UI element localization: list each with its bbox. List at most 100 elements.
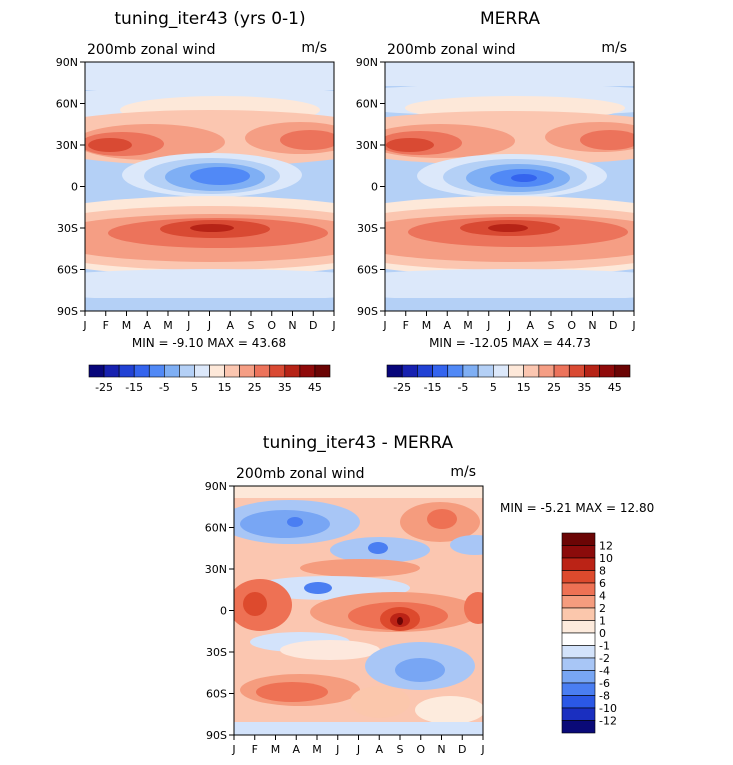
colorbar-swatch: [584, 364, 600, 378]
x-tick-label: J: [207, 319, 211, 332]
colorbar-label: 12: [599, 540, 613, 553]
x-tick-label: J: [631, 319, 635, 332]
x-tick-label: J: [186, 319, 190, 332]
colorbar-swatch: [561, 682, 596, 696]
colorbar-label: 25: [547, 381, 561, 394]
x-tick-label: M: [122, 319, 132, 332]
colorbar-swatch: [386, 364, 403, 378]
min-max-stats: MIN = -9.10 MAX = 43.68: [132, 336, 286, 350]
colorbar-label: -6: [599, 677, 610, 690]
colorbar-swatch: [561, 532, 596, 546]
y-tick-label: 60S: [206, 688, 227, 701]
colorbar-label: -12: [599, 715, 617, 728]
panel-difference: tuning_iter43 - MERRA 200mb zonal wind m…: [205, 433, 654, 756]
colorbar-swatch: [523, 364, 540, 378]
colorbar-horizontal: -25 -15 -5 5 15 25 35 45: [88, 364, 331, 394]
x-tick-label: D: [609, 319, 617, 332]
colorbar-swatch: [561, 570, 596, 584]
contour-field: [85, 62, 334, 311]
colorbar-label: -2: [599, 652, 610, 665]
colorbar-label: 45: [308, 381, 322, 394]
y-tick-label: 90N: [56, 56, 78, 69]
colorbar-swatch: [179, 364, 195, 378]
x-tick-label: J: [382, 319, 386, 332]
x-tick-label: A: [143, 319, 151, 332]
colorbar-label: 25: [248, 381, 262, 394]
colorbar-swatch: [561, 607, 596, 621]
colorbar-swatch: [239, 364, 255, 378]
x-tick-label: D: [309, 319, 317, 332]
colorbar-swatch: [417, 364, 433, 378]
colorbar-swatch: [508, 364, 524, 378]
y-tick-label: 60N: [356, 98, 378, 111]
x-tick-label: O: [267, 319, 276, 332]
colorbar-swatch: [599, 364, 616, 378]
y-tick-label: 90S: [57, 305, 78, 318]
y-tick-label: 90S: [206, 729, 227, 742]
colorbar-label: -15: [424, 381, 442, 394]
colorbar-label: 4: [599, 590, 606, 603]
units-label: m/s: [450, 464, 476, 480]
x-tick-label: S: [548, 319, 555, 332]
y-tick-label: 90S: [357, 305, 378, 318]
colorbar-label: 35: [577, 381, 591, 394]
colorbar-swatch: [561, 645, 596, 659]
colorbar-label: 10: [599, 552, 613, 565]
colorbar-label: -4: [599, 665, 610, 678]
colorbar-swatch: [561, 620, 596, 634]
colorbar-label: 35: [278, 381, 292, 394]
x-tick-label: J: [335, 743, 339, 756]
colorbar-label: -25: [95, 381, 113, 394]
x-tick-label: N: [288, 319, 296, 332]
panel-title: tuning_iter43 - MERRA: [263, 433, 454, 453]
colorbar-swatch: [148, 364, 165, 378]
colorbar-swatch: [561, 632, 596, 646]
contour-field: [385, 62, 634, 311]
y-tick-label: 30S: [206, 646, 227, 659]
x-tick-label: M: [422, 319, 432, 332]
x-tick-label: F: [252, 743, 258, 756]
y-tick-label: 30S: [57, 222, 78, 235]
colorbar-label: 15: [517, 381, 531, 394]
y-tick-label: 30N: [356, 139, 378, 152]
colorbar-label: -8: [599, 690, 610, 703]
x-tick-label: J: [507, 319, 511, 332]
x-tick-label: J: [331, 319, 335, 332]
x-tick-label: J: [82, 319, 86, 332]
field-label: 200mb zonal wind: [236, 466, 365, 482]
x-tick-label: A: [292, 743, 300, 756]
colorbar-swatch: [447, 364, 464, 378]
colorbar-label: 6: [599, 577, 606, 590]
y-tick-label: 60N: [56, 98, 78, 111]
colorbar-label: 5: [191, 381, 198, 394]
colorbar-swatch: [254, 364, 271, 378]
colorbar-swatch: [614, 364, 631, 378]
colorbar-swatch: [561, 720, 596, 734]
x-tick-label: O: [416, 743, 425, 756]
x-tick-label: M: [463, 319, 473, 332]
colorbar-swatch: [462, 364, 479, 378]
y-tick-label: 0: [371, 181, 378, 194]
x-tick-label: N: [437, 743, 445, 756]
panel-reference: MERRA 200mb zonal wind m/s: [356, 9, 636, 350]
panel-title: MERRA: [480, 9, 540, 29]
x-tick-label: J: [356, 743, 360, 756]
colorbar-label: -25: [393, 381, 411, 394]
x-tick-label: J: [480, 743, 484, 756]
colorbar-swatch: [553, 364, 570, 378]
colorbar-swatch: [477, 364, 494, 378]
colorbar-label: 5: [490, 381, 497, 394]
x-tick-label: A: [226, 319, 234, 332]
min-max-stats: MIN = -5.21 MAX = 12.80: [500, 501, 654, 515]
x-tick-label: J: [486, 319, 490, 332]
colorbar-label: 2: [599, 602, 606, 615]
panel-model: tuning_iter43 (yrs 0-1) 200mb zonal wind…: [56, 9, 336, 350]
x-tick-label: A: [443, 319, 451, 332]
colorbar-swatch: [561, 545, 596, 559]
x-tick-label: M: [163, 319, 173, 332]
colorbar-swatch: [561, 557, 596, 571]
x-tick-label: M: [271, 743, 281, 756]
colorbar-swatch: [561, 657, 596, 671]
units-label: m/s: [601, 40, 627, 56]
